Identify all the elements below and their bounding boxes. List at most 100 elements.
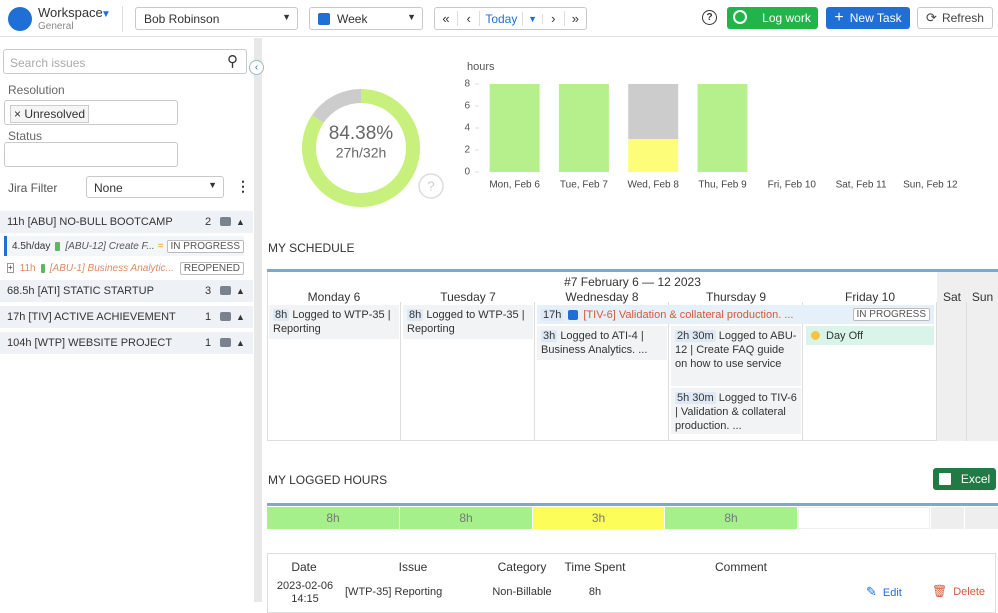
col-line	[936, 302, 937, 441]
x-tick-label: Sat, Feb 11	[836, 180, 887, 191]
header	[0, 0, 998, 37]
cell-issue: [WTP-35] Reporting	[345, 586, 443, 598]
entry-hours: 17h	[541, 308, 564, 321]
group-name: [WTP] WEBSITE PROJECT	[34, 337, 173, 349]
entry-text: Logged to WTP-35 | Reporting	[407, 309, 525, 335]
nav-group: « ‹ Today ▼ › »	[434, 7, 587, 30]
excel-button[interactable]: Excel	[933, 468, 996, 490]
group-hours: 68.5h	[7, 285, 35, 297]
search-placeholder: Search issues	[10, 56, 86, 70]
entry-hours: 8h	[407, 309, 424, 321]
new-task-label: New Task	[849, 11, 902, 25]
schedule-grid	[267, 272, 998, 441]
entry-text: Logged to WTP-35 | Reporting	[273, 309, 391, 335]
refresh-button[interactable]: ⟳ Refresh	[917, 7, 993, 29]
day-total-empty	[798, 507, 930, 529]
x-tick-label: Tue, Feb 7	[560, 180, 608, 191]
col-line	[400, 302, 401, 441]
schedule-entry[interactable]: 8h Logged to WTP-35 | Reporting	[403, 305, 533, 339]
view-name: Week	[337, 12, 368, 26]
issue-key: [ABU-12] Create F...	[65, 240, 155, 252]
schedule-entry[interactable]: 2h 30m Logged to ABU-12 | Create FAQ gui…	[671, 326, 801, 386]
group-count: 2	[205, 216, 212, 228]
span-entry[interactable]: 17h [TIV-6] Validation & collateral produ…	[537, 305, 934, 324]
excel-label: Excel	[960, 472, 991, 486]
day-header: Sat	[942, 290, 961, 304]
search-box[interactable]: Search issues ⚲	[3, 49, 247, 74]
entry-text: Logged to ABU-12 | Create FAQ guide on h…	[675, 330, 797, 370]
help[interactable]: ?	[702, 10, 717, 25]
jira-filter-label: Jira Filter	[8, 181, 58, 195]
bar	[697, 84, 748, 172]
status-select[interactable]	[4, 142, 178, 167]
new-task-button[interactable]: + New Task	[826, 7, 910, 29]
group-hours: 104h	[7, 337, 32, 349]
nav-prev[interactable]: ‹	[458, 11, 481, 26]
day-header: Monday 6	[307, 290, 361, 304]
issue-status: REOPENED	[179, 261, 244, 275]
day-total: 8h	[665, 507, 797, 529]
bar	[489, 84, 540, 172]
donut-percent: 84.38%	[329, 123, 394, 144]
log-table	[267, 553, 996, 613]
splitter[interactable]	[254, 38, 262, 602]
help-icon[interactable]	[418, 173, 444, 199]
donut-sub: 27h/32h	[336, 145, 387, 161]
view-select[interactable]: Week ▼	[309, 7, 423, 30]
group-count: 1	[205, 337, 212, 349]
help-icon-mark: ?	[427, 178, 434, 193]
user-select[interactable]: Bob Robinson ▼	[135, 7, 298, 30]
issue-row[interactable]: +11h [ABU-1] Business Analytic... REOPENED	[4, 258, 244, 278]
nav-next[interactable]: ›	[543, 11, 565, 26]
issue-row[interactable]: 4.5h/day [ABU-12] Create F... = IN PROGRESS	[4, 236, 244, 256]
col-header: Comment	[714, 560, 767, 574]
schedule-entry[interactable]: 3h Logged to ATI-4 | Business Analytics.…	[537, 326, 667, 360]
delete-label: Delete	[953, 586, 986, 598]
workspace-icon[interactable]	[8, 7, 32, 31]
day-total: 8h	[267, 507, 399, 529]
workspace-caret[interactable]: ▼	[101, 9, 111, 20]
day-off[interactable]: Day Off	[806, 326, 934, 345]
group-hours: 17h	[7, 311, 26, 323]
schedule-entry[interactable]: 5h 30m Logged to TIV-6 | Validation & co…	[671, 388, 801, 434]
cell-time: 8h	[588, 586, 602, 598]
entry-hours: 5h 30m	[675, 392, 716, 404]
nav-caret[interactable]: ▼	[523, 13, 543, 24]
entry-hours: 2h 30m	[675, 330, 716, 342]
col-header: Category	[497, 560, 547, 574]
day-total-weekend	[931, 507, 964, 529]
day-total: 8h	[400, 507, 532, 529]
col-header: Time Spent	[564, 560, 626, 574]
nav-first[interactable]: «	[435, 11, 459, 26]
nav-today[interactable]: Today	[480, 11, 524, 26]
group-name: [ATI] STATIC STARTUP	[37, 285, 154, 297]
bar	[628, 139, 679, 172]
group-row[interactable]: 11h [ABU] NO-BULL BOOTCAMP 2 ▲	[0, 211, 253, 233]
workspace-name[interactable]: Workspace	[38, 5, 103, 20]
group-row[interactable]: 104h [WTP] WEBSITE PROJECT 1 ▲	[0, 332, 253, 354]
collapse-button[interactable]: ‹	[249, 60, 264, 75]
group-row[interactable]: 68.5h [ATI] STATIC STARTUP 3 ▲	[0, 280, 253, 302]
nav-last[interactable]: »	[571, 11, 580, 26]
more-menu[interactable]: ⋮	[236, 178, 250, 194]
edit-label: Edit	[882, 587, 902, 599]
group-count: 1	[205, 311, 212, 323]
logged-rule	[267, 503, 998, 506]
y-tick-label: 8	[464, 79, 470, 90]
day-total: 3h	[533, 507, 664, 529]
jira-filter-select[interactable]: None ▼	[86, 176, 224, 198]
resolution-chip[interactable]: Unresolved	[24, 107, 86, 121]
schedule-entry[interactable]: 8h Logged to WTP-35 | Reporting	[269, 305, 399, 339]
log-work-button[interactable]: Log work	[727, 7, 818, 29]
x-tick-label: Fri, Feb 10	[768, 180, 817, 191]
edit-button[interactable]: ✎ Edit	[866, 584, 902, 599]
entry-status: IN PROGRESS	[852, 308, 930, 321]
day-header: Tuesday 7	[440, 290, 496, 304]
group-row[interactable]: 17h [TIV] ACTIVE ACHIEVEMENT 1 ▲	[0, 306, 253, 328]
col-header: Date	[291, 560, 317, 574]
resolution-select[interactable]: × Unresolved	[4, 100, 178, 125]
issue-key: [ABU-1] Business Analytic...	[49, 262, 174, 274]
delete-button[interactable]: 🗑 Delete	[932, 584, 986, 598]
